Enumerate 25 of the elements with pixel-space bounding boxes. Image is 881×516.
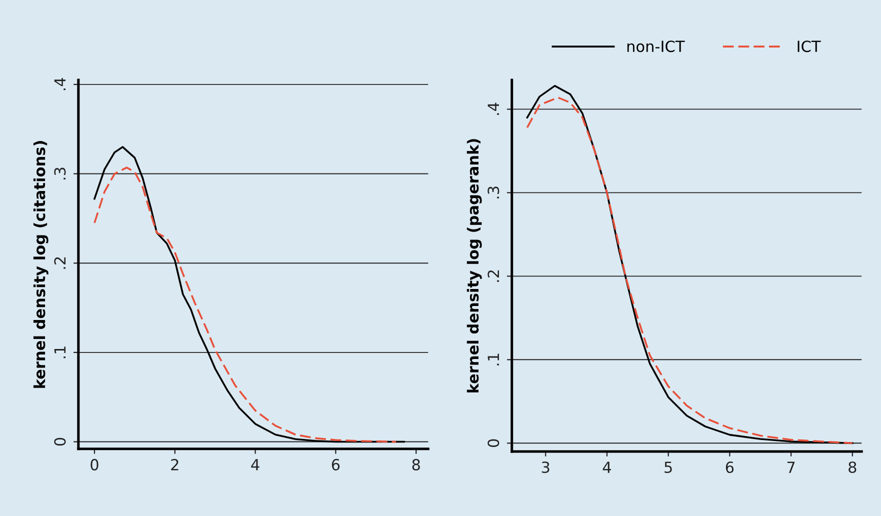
y-axis-title: kernel density log (pagerank): [466, 139, 482, 392]
y-tick-label: .1: [54, 346, 66, 358]
y-tick-label: .3: [54, 168, 66, 180]
y-tick-label: 0: [54, 438, 66, 446]
x-tick-label: 6: [332, 458, 340, 470]
y-tick-label: .4: [54, 78, 66, 90]
legend-label: non-ICT: [627, 40, 685, 52]
y-tick-label: .1: [488, 354, 499, 366]
y-tick-label: 0: [488, 439, 500, 448]
x-tick-label: 4: [251, 459, 260, 470]
x-tick-label: 8: [412, 458, 420, 470]
x-tick-label: 8: [848, 461, 856, 474]
y-tick-label: .2: [54, 257, 66, 269]
y-tick-label: .3: [488, 186, 500, 198]
x-tick-label: 4: [602, 462, 611, 473]
x-tick-label: 7: [787, 462, 795, 473]
x-tick-label: 2: [171, 458, 178, 470]
x-tick-label: 6: [726, 461, 734, 474]
x-tick-label: 0: [90, 458, 98, 470]
x-tick-label: 5: [664, 462, 672, 474]
y-tick-label: .2: [488, 270, 499, 282]
legend-label: ICT: [798, 40, 821, 52]
y-axis-title: kernel density log (citations): [33, 141, 48, 388]
x-tick-label: 3: [542, 461, 550, 474]
y-tick-label: .4: [488, 102, 499, 115]
